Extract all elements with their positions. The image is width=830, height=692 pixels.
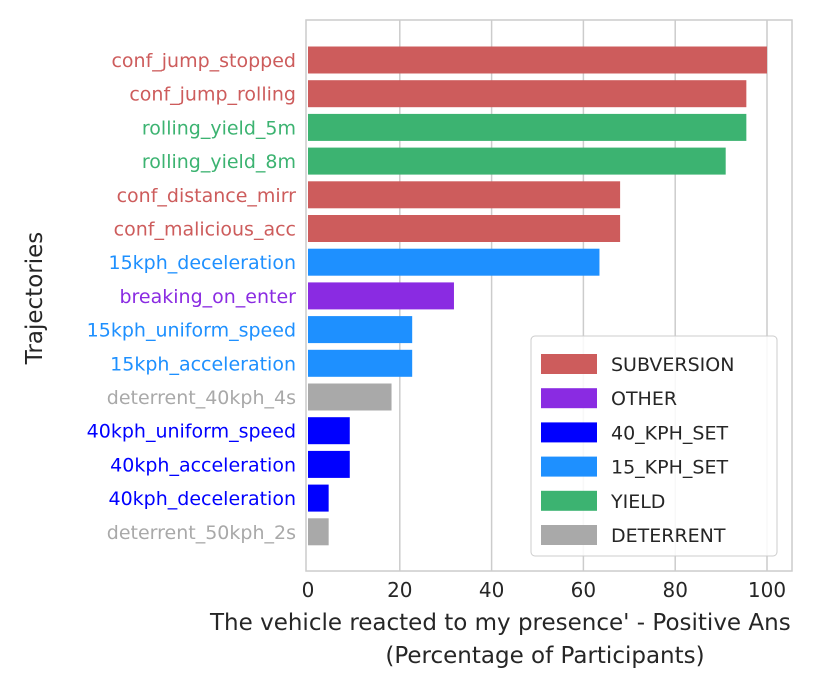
- y-tick-label: breaking_on_enter: [119, 286, 296, 308]
- legend-swatch: [541, 490, 597, 511]
- y-tick-label: conf_jump_rolling: [129, 84, 296, 106]
- x-axis-label: The vehicle reacted to my presence' - Po…: [209, 610, 791, 636]
- legend-swatch: [541, 422, 597, 443]
- y-tick-label: 15kph_uniform_speed: [87, 320, 296, 342]
- bar: [308, 147, 726, 175]
- y-tick-label: rolling_yield_8m: [142, 151, 296, 173]
- y-axis-label: Trajectories: [22, 232, 48, 365]
- x-tick-label: 80: [662, 578, 687, 602]
- bar: [308, 316, 413, 344]
- plot-frame: [305, 19, 793, 572]
- bar: [308, 383, 392, 411]
- bar: [308, 46, 767, 74]
- bars: [308, 46, 767, 546]
- x-tick-label: 100: [748, 578, 786, 602]
- legend-label: 40_KPH_SET: [611, 422, 728, 444]
- bar: [308, 215, 621, 242]
- bar: [308, 282, 454, 310]
- bar: [308, 349, 413, 377]
- legend-label: DETERRENT: [611, 525, 726, 547]
- y-tick-label: conf_distance_mirr: [117, 185, 297, 207]
- y-tick-labels: conf_jump_stopped conf_jump_rollingrollin…: [87, 50, 297, 544]
- y-tick-label: conf_malicious_acc: [114, 219, 296, 241]
- x-tick-labels: 0 20 40 60 80 100: [302, 578, 786, 602]
- y-tick-label: 40kph_deceleration: [109, 488, 297, 510]
- legend: SUBVERSION OTHER 40_KPH_SET 15_KPH_SET YIELD…: [530, 335, 778, 557]
- legend-swatch: [541, 354, 597, 374]
- bar: [308, 181, 621, 209]
- legend-label: SUBVERSION: [611, 354, 734, 376]
- x-tick-label: 60: [571, 578, 596, 602]
- legend-label: 15_KPH_SET: [611, 457, 728, 479]
- y-tick-label: rolling_yield_5m: [142, 117, 296, 139]
- x-tick-label: 40: [479, 578, 504, 602]
- y-tick-label: deterrent_40kph_4s: [107, 387, 296, 409]
- y-tick-label: deterrent_50kph_2s: [107, 522, 296, 544]
- bar: [308, 80, 747, 108]
- bar: [308, 518, 329, 546]
- legend-label: YIELD: [610, 491, 665, 513]
- legend-label: OTHER: [611, 388, 677, 410]
- bar: [308, 417, 350, 445]
- legend-swatch: [541, 388, 597, 409]
- y-tick-label: 15kph_deceleration: [109, 252, 297, 274]
- x-tick-label: 0: [302, 578, 315, 602]
- legend-swatch: [541, 456, 597, 477]
- bar: [308, 484, 329, 512]
- x-axis-label-line2: (Percentage of Participants): [385, 643, 704, 669]
- x-tick-label: 20: [387, 578, 412, 602]
- y-tick-label: 40kph_uniform_speed: [87, 421, 296, 443]
- bar: [308, 450, 350, 478]
- legend-swatch: [541, 525, 597, 545]
- y-tick-label: conf_jump_stopped: [111, 50, 296, 72]
- bar: [308, 113, 747, 141]
- y-tick-label: 40kph_acceleration: [110, 454, 296, 476]
- y-tick-label: 15kph_acceleration: [110, 353, 296, 375]
- bar: [308, 248, 600, 276]
